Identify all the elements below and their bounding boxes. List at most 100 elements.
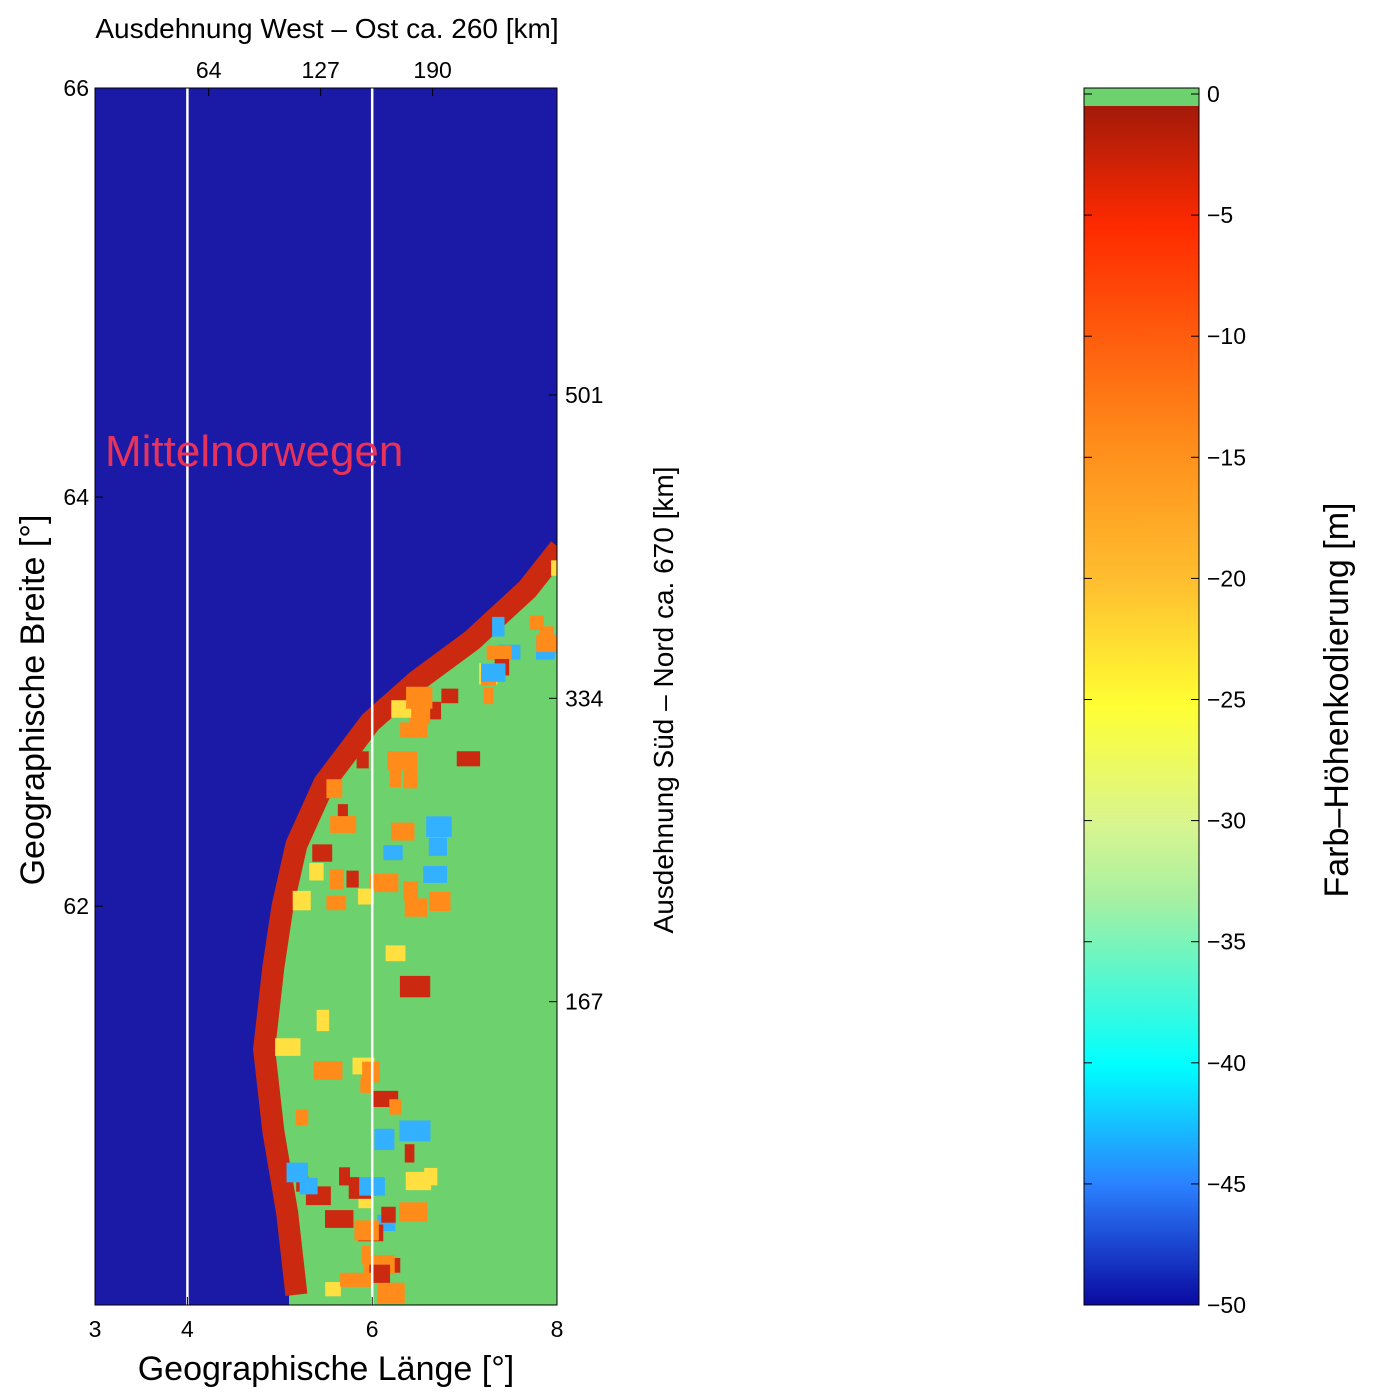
- colorbar-tick-label: −20: [1207, 565, 1246, 591]
- depth-patch: [389, 1099, 402, 1115]
- depth-patch: [383, 845, 403, 861]
- depth-patch: [361, 1245, 371, 1265]
- depth-patch: [292, 890, 311, 911]
- colorbar-tick-label: −50: [1207, 1292, 1246, 1318]
- depth-patch: [356, 751, 369, 769]
- x-axis-label: Geographische Länge [°]: [138, 1350, 515, 1388]
- depth-patch: [592, 543, 605, 562]
- colorbar-tick-label: −30: [1207, 808, 1246, 834]
- chart-title: Ausdehnung West – Ost ca. 260 [km]: [95, 13, 558, 44]
- depth-patch: [360, 1076, 372, 1093]
- depth-patch: [387, 751, 418, 771]
- depth-patch: [399, 975, 431, 998]
- colorbar-zero-band: [1084, 88, 1199, 106]
- depth-patch: [326, 779, 343, 799]
- depth-patch: [403, 769, 418, 789]
- depth-patch: [406, 686, 433, 709]
- depth-patch: [429, 891, 451, 912]
- depth-patch: [428, 837, 447, 856]
- colorbar-ticks: 0 −5 −10 −15 −20 −25 −30 −35 −40 −45 −50: [1084, 81, 1246, 1318]
- depth-patch: [316, 1009, 330, 1032]
- depth-patch: [381, 1206, 396, 1223]
- x-tick-label: 4: [181, 1316, 194, 1342]
- colorbar-tick-label: −35: [1207, 929, 1246, 955]
- depth-patch: [385, 945, 406, 962]
- depth-patch: [312, 844, 333, 862]
- depth-patch: [536, 634, 557, 653]
- colorbar-tick-label: 0: [1207, 81, 1220, 107]
- depth-patch: [389, 769, 402, 788]
- plot-area: Mittelnorwegen: [95, 88, 707, 1305]
- colorbar-tick-label: −45: [1207, 1171, 1246, 1197]
- depth-patch: [340, 1272, 372, 1287]
- depth-patch: [456, 751, 481, 767]
- depth-patch: [693, 548, 707, 564]
- depth-patch: [583, 582, 613, 602]
- depth-patch: [426, 816, 452, 838]
- x-tick-label: 6: [366, 1316, 379, 1342]
- colorbar-gradient: [1084, 106, 1199, 1305]
- depth-patch: [404, 1144, 415, 1163]
- colorbar-tick-label: −15: [1207, 444, 1246, 470]
- depth-patch: [309, 862, 324, 881]
- depth-patch: [423, 866, 448, 883]
- depth-patch: [481, 663, 506, 682]
- depth-patch: [354, 1220, 379, 1241]
- depth-patch: [399, 1202, 428, 1222]
- depth-patch: [325, 1210, 354, 1228]
- depth-patch: [483, 687, 494, 705]
- coastal-shallow-band: [253, 541, 557, 1297]
- depth-patch: [329, 869, 344, 890]
- depth-patch: [346, 870, 359, 888]
- y-tick-label: 64: [63, 484, 89, 510]
- depth-patch: [404, 898, 428, 917]
- depth-patch: [403, 881, 419, 901]
- y2-axis-ticks: 167 334 501: [549, 382, 604, 1015]
- depth-patch: [529, 615, 544, 630]
- plot-frame: [94, 87, 558, 1306]
- colorbar-tick-label: −5: [1207, 202, 1233, 228]
- depth-patch: [326, 895, 347, 911]
- x-tick-label: 8: [551, 1316, 564, 1342]
- x2-tick-label: 190: [413, 57, 451, 83]
- depth-patch: [576, 579, 592, 600]
- y-tick-label: 66: [63, 75, 89, 101]
- depth-patch: [295, 1109, 309, 1126]
- land-area: [256, 548, 557, 1305]
- x-axis-ticks: 3 4 6 8: [89, 1297, 564, 1342]
- depth-patch: [409, 706, 431, 724]
- depth-patches: [275, 543, 707, 1304]
- depth-patch: [390, 822, 415, 841]
- depth-patch: [605, 567, 625, 585]
- x2-tick-label: 127: [301, 57, 339, 83]
- depth-patch: [486, 645, 512, 661]
- x2-axis-ticks: 64 127 190: [196, 57, 452, 96]
- depth-patch: [357, 888, 374, 905]
- depth-patch: [598, 555, 614, 573]
- depth-patch: [369, 873, 399, 893]
- depth-patch: [492, 616, 505, 637]
- depth-patch: [286, 1162, 308, 1183]
- y-axis-label: Geographische Breite [°]: [14, 515, 52, 886]
- y-tick-label: 62: [63, 893, 89, 919]
- region-annotation: Mittelnorwegen: [105, 427, 403, 476]
- depth-patch: [325, 1282, 341, 1297]
- depth-patch: [369, 1264, 391, 1283]
- depth-patch: [551, 560, 557, 576]
- depth-patch: [377, 1282, 405, 1304]
- depth-patch: [441, 688, 459, 704]
- colorbar-tick-label: −25: [1207, 687, 1246, 713]
- y2-tick-label: 501: [565, 382, 603, 408]
- y2-tick-label: 167: [565, 989, 603, 1015]
- colorbar-label: Farb–Höhenkodierung [m]: [1318, 502, 1356, 897]
- depth-patch: [400, 722, 428, 738]
- depth-patch: [405, 1171, 432, 1191]
- depth-patch: [275, 1038, 301, 1056]
- colorbar: [1083, 87, 1200, 1306]
- y-axis-ticks: 62 64 66: [63, 75, 103, 919]
- y2-tick-label: 334: [565, 685, 604, 711]
- x2-tick-label: 64: [196, 57, 222, 83]
- depth-patch: [399, 1120, 431, 1142]
- depth-patch: [313, 1061, 343, 1081]
